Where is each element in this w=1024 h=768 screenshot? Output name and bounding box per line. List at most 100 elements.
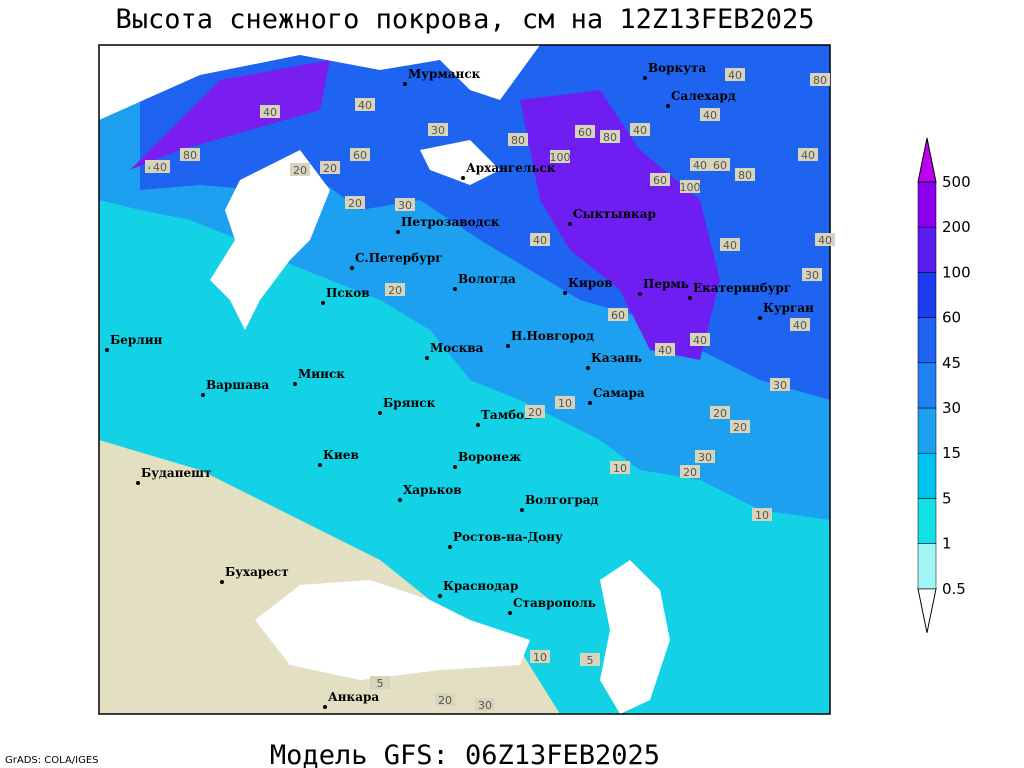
- contour-label-bg: [428, 123, 448, 136]
- city-dot: [520, 508, 524, 512]
- city-label: Псков: [326, 286, 370, 300]
- city-label: Минск: [298, 367, 345, 381]
- contour-label: 40: [633, 124, 647, 137]
- contour-label-bg: [345, 196, 365, 209]
- contour-label-bg: [655, 343, 675, 356]
- contour-label: 100: [680, 181, 701, 194]
- city-dot: [453, 287, 457, 291]
- city-label: Вологда: [458, 272, 516, 286]
- city-dot: [318, 463, 322, 467]
- legend-band: [917, 452, 937, 499]
- city-dot: [568, 222, 572, 226]
- contour-label-bg: [530, 233, 550, 246]
- city-label: Варшава: [206, 378, 269, 392]
- city-dot: [136, 481, 140, 485]
- contour-label: 30: [805, 269, 819, 282]
- contour-label: 30: [398, 199, 412, 212]
- contour-label-bg: [680, 465, 700, 478]
- barents-sea: [99, 45, 540, 120]
- contour-label-bg: [580, 653, 600, 666]
- contour-label: 80: [813, 74, 827, 87]
- city-label: Киев: [323, 448, 359, 462]
- contour-label: 100: [550, 151, 571, 164]
- black-sea: [255, 580, 530, 680]
- snow-purple: [130, 60, 330, 170]
- city-label: Ростов-на-Дону: [453, 530, 563, 544]
- city-label: Анкара: [328, 690, 379, 704]
- city-dot: [563, 291, 567, 295]
- contour-label-bg: [798, 148, 818, 161]
- city-label: Ставрополь: [513, 596, 596, 610]
- city-label: Салехард: [671, 89, 736, 103]
- legend-band: [917, 317, 937, 364]
- contour-label-bg: [815, 233, 835, 246]
- contour-label-bg: [475, 698, 495, 711]
- city-label: Москва: [430, 341, 484, 355]
- legend-label: 15: [942, 444, 961, 462]
- city-label: Волгоград: [525, 493, 598, 507]
- city-label: Бухарест: [225, 565, 289, 579]
- contour-label: 20: [733, 421, 747, 434]
- city-label: Воронеж: [458, 450, 521, 464]
- baltic-sea: [210, 150, 330, 330]
- contour-label-bg: [710, 406, 730, 419]
- city-dot: [293, 382, 297, 386]
- contour-label: 40: [658, 344, 672, 357]
- city-label: Харьков: [403, 483, 462, 497]
- contour-label: 40: [723, 239, 737, 252]
- contour-label-bg: [802, 268, 822, 281]
- legend-label: 1: [942, 535, 952, 553]
- city-dot: [758, 316, 762, 320]
- city-dot: [321, 301, 325, 305]
- city-dot: [638, 292, 642, 296]
- city-dot: [201, 393, 205, 397]
- contour-label: 20: [293, 164, 307, 177]
- contour-label: 40: [693, 159, 707, 172]
- contour-label: 10: [613, 462, 627, 475]
- contour-label-bg: [790, 318, 810, 331]
- contour-label: 40: [263, 106, 277, 119]
- contour-label: 60: [578, 126, 592, 139]
- contour-label: 60: [611, 309, 625, 322]
- contour-label-bg: [320, 161, 340, 174]
- title: Высота снежного покрова, см на 12Z13FEB2…: [116, 4, 815, 35]
- contour-label-bg: [695, 450, 715, 463]
- city-dot: [378, 411, 382, 415]
- city-dot: [398, 498, 402, 502]
- contour-label: 20: [438, 694, 452, 707]
- city-label: Краснодар: [443, 579, 518, 593]
- city-label: Архангельск: [466, 161, 556, 175]
- contour-label: 20: [348, 197, 362, 210]
- contour-label-bg: [530, 650, 550, 663]
- contour-label: 60: [353, 149, 367, 162]
- contour-label-bg: [385, 283, 405, 296]
- contour-label-bg: [508, 133, 528, 146]
- contour-label: 20: [713, 407, 727, 420]
- contour-label-bg: [735, 168, 755, 181]
- contour-label: 5: [587, 654, 594, 667]
- contour-label-bg: [630, 123, 650, 136]
- contour-label-bg: [350, 148, 370, 161]
- contour-label: 40: [703, 109, 717, 122]
- caspian-sea: [600, 560, 670, 714]
- city-label: Берлин: [110, 333, 163, 347]
- contour-label-bg: [555, 396, 575, 409]
- legend-label: 100: [942, 263, 971, 281]
- contour-label-bg: [600, 130, 620, 143]
- contour-label-bg: [810, 73, 830, 86]
- city-dot: [666, 104, 670, 108]
- legend-band: [917, 498, 937, 544]
- legend-label: 30: [942, 399, 961, 417]
- contour-label: 10: [755, 509, 769, 522]
- city-label: Н.Новгород: [511, 329, 594, 343]
- contour-label: 80: [738, 169, 752, 182]
- city-label: Тамбов: [481, 408, 532, 422]
- legend-band: [917, 543, 937, 590]
- contour-label-bg: [720, 238, 740, 251]
- contour-label: 80: [183, 149, 197, 162]
- city-dot: [508, 611, 512, 615]
- contour-label: 40: [793, 319, 807, 332]
- legend-band: [917, 272, 937, 318]
- contour-label-bg: [395, 198, 415, 211]
- city-label: Воркута: [648, 61, 706, 75]
